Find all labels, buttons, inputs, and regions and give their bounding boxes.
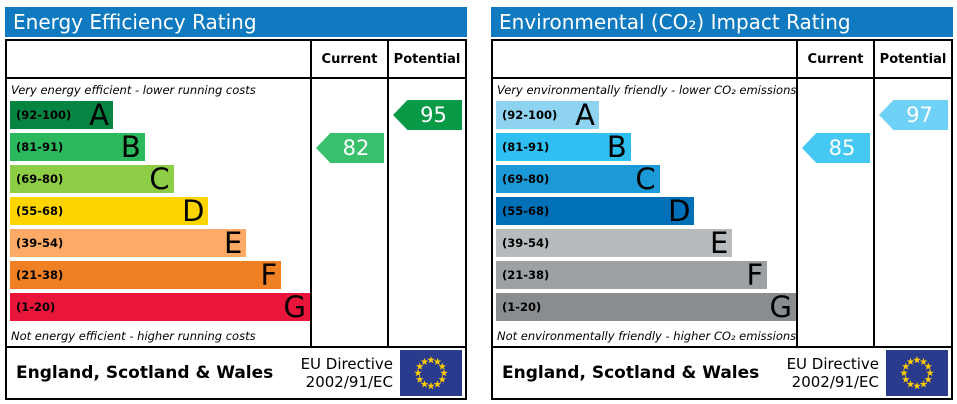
band-letter: B — [606, 129, 627, 164]
band-range: (21-38) — [502, 268, 550, 282]
rating-table: Current Potential Very energy efficient … — [5, 39, 467, 400]
band-range: (21-38) — [16, 268, 64, 282]
potential-column-header: Potential — [387, 41, 465, 77]
region-label: England, Scotland & Wales — [16, 363, 274, 383]
band-range: (55-68) — [16, 204, 64, 218]
eu-flag-icon — [400, 350, 462, 396]
rating-band-g: (1-20) G — [10, 289, 310, 324]
band-letter: A — [575, 97, 596, 132]
eu-directive-line2: 2002/91/EC — [305, 373, 393, 391]
band-range: (39-54) — [16, 236, 64, 250]
potential-rating-value: 97 — [906, 103, 933, 127]
current-rating-value: 85 — [828, 136, 856, 160]
panel-title: Energy Efficiency Rating — [5, 7, 467, 37]
eu-flag-icon — [886, 350, 948, 396]
table-footer: England, Scotland & Wales EU Directive 2… — [493, 346, 951, 398]
band-range: (69-80) — [502, 172, 550, 186]
current-column: 85 — [796, 79, 873, 346]
eu-directive-label: EU Directive 2002/91/EC — [301, 355, 400, 391]
band-range: (92-100) — [502, 108, 558, 122]
chart-row: Very environmentally friendly - lower CO… — [493, 79, 951, 346]
table-header-row: Current Potential — [7, 41, 465, 79]
rating-band-c: (69-80) C — [496, 161, 660, 196]
band-letter: D — [668, 193, 691, 228]
band-range: (81-91) — [502, 140, 550, 154]
eu-directive-line2: 2002/91/EC — [791, 373, 879, 391]
band-letter: E — [710, 225, 729, 260]
top-note: Very environmentally friendly - lower CO… — [497, 83, 797, 97]
header-spacer — [7, 41, 310, 77]
current-rating-arrow: 82 — [316, 133, 384, 163]
rating-band-c: (69-80) C — [10, 161, 174, 196]
band-range: (1-20) — [16, 300, 56, 314]
potential-rating-value: 95 — [420, 103, 447, 127]
rating-band-e: (39-54) E — [496, 225, 733, 260]
current-column: 82 — [310, 79, 387, 346]
potential-column: 95 — [387, 79, 465, 346]
rating-band-f: (21-38) F — [10, 257, 282, 292]
rating-band-d: (55-68) D — [496, 193, 695, 228]
rating-band-a: (92-100) A — [496, 97, 600, 132]
band-chart: Very environmentally friendly - lower CO… — [493, 79, 796, 346]
current-rating-arrow: 85 — [802, 133, 870, 163]
potential-column-header: Potential — [873, 41, 951, 77]
table-header-row: Current Potential — [493, 41, 951, 79]
band-letter: C — [149, 161, 170, 196]
band-letter: G — [769, 289, 792, 324]
band-letter: F — [260, 257, 278, 292]
band-letter: A — [89, 97, 110, 132]
band-range: (1-20) — [502, 300, 542, 314]
rating-band-e: (39-54) E — [10, 225, 247, 260]
band-letter: B — [120, 129, 141, 164]
current-column-header: Current — [796, 41, 873, 77]
band-range: (92-100) — [16, 108, 72, 122]
band-letter: D — [182, 193, 205, 228]
rating-table: Current Potential Very environmentally f… — [491, 39, 953, 400]
band-chart: Very energy efficient - lower running co… — [7, 79, 310, 346]
header-spacer — [493, 41, 796, 77]
co2-impact-panel: Environmental (CO₂) Impact Rating Curren… — [491, 7, 953, 400]
band-letter: G — [283, 289, 306, 324]
eu-directive-line1: EU Directive — [300, 355, 393, 373]
bottom-note: Not energy efficient - higher running co… — [11, 329, 256, 343]
eu-directive-label: EU Directive 2002/91/EC — [787, 355, 886, 391]
eu-directive-line1: EU Directive — [786, 355, 879, 373]
band-range: (81-91) — [16, 140, 64, 154]
rating-band-a: (92-100) A — [10, 97, 114, 132]
potential-rating-arrow: 95 — [393, 100, 462, 130]
band-letter: C — [635, 161, 656, 196]
table-footer: England, Scotland & Wales EU Directive 2… — [7, 346, 465, 398]
rating-band-b: (81-91) B — [10, 129, 145, 164]
band-range: (55-68) — [502, 204, 550, 218]
rating-band-d: (55-68) D — [10, 193, 209, 228]
band-range: (39-54) — [502, 236, 550, 250]
region-label: England, Scotland & Wales — [502, 363, 760, 383]
panel-title: Environmental (CO₂) Impact Rating — [491, 7, 953, 37]
energy-efficiency-panel: Energy Efficiency Rating Current Potenti… — [5, 7, 467, 400]
band-letter: E — [224, 225, 243, 260]
top-note: Very energy efficient - lower running co… — [11, 83, 256, 97]
rating-band-b: (81-91) B — [496, 129, 631, 164]
current-column-header: Current — [310, 41, 387, 77]
band-range: (69-80) — [16, 172, 64, 186]
chart-row: Very energy efficient - lower running co… — [7, 79, 465, 346]
current-rating-value: 82 — [342, 136, 370, 160]
band-letter: F — [746, 257, 764, 292]
rating-band-g: (1-20) G — [496, 289, 796, 324]
rating-band-f: (21-38) F — [496, 257, 768, 292]
potential-column: 97 — [873, 79, 951, 346]
potential-rating-arrow: 97 — [879, 100, 948, 130]
bottom-note: Not environmentally friendly - higher CO… — [497, 329, 797, 343]
